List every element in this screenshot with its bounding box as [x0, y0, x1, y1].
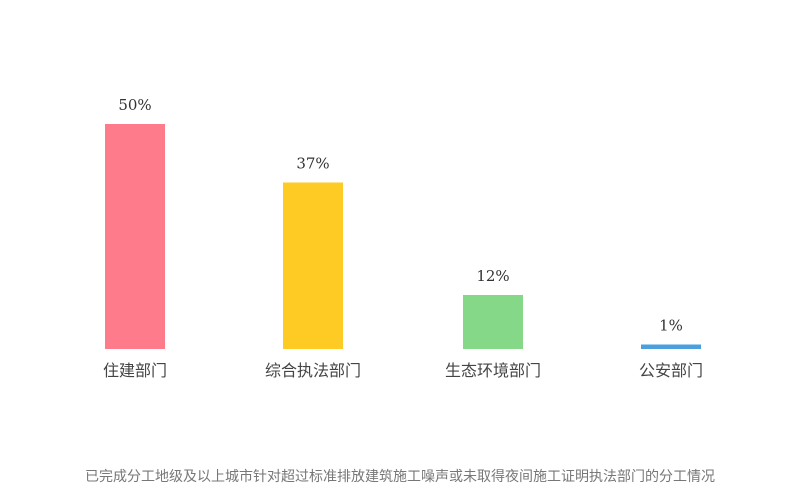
value-label-1: 37%: [296, 155, 329, 173]
category-label-2: 生态环境部门: [445, 361, 541, 380]
bar-2: [463, 295, 523, 349]
category-label-0: 住建部门: [103, 361, 167, 380]
value-label-2: 12%: [476, 267, 509, 285]
bar-chart: 50% 住建部门 37% 综合执法部门 12% 生态环境部门 1% 公安部门: [103, 96, 703, 380]
category-label-3: 公安部门: [639, 361, 703, 380]
bar-1: [283, 182, 343, 349]
bar-3: [641, 344, 701, 349]
chart-caption: 已完成分工地级及以上城市针对超过标准排放建筑施工噪声或未取得夜间施工证明执法部门…: [85, 469, 715, 485]
bar-0: [105, 124, 165, 349]
category-label-1: 综合执法部门: [265, 361, 361, 380]
value-label-3: 1%: [659, 317, 683, 335]
value-label-0: 50%: [118, 96, 151, 114]
